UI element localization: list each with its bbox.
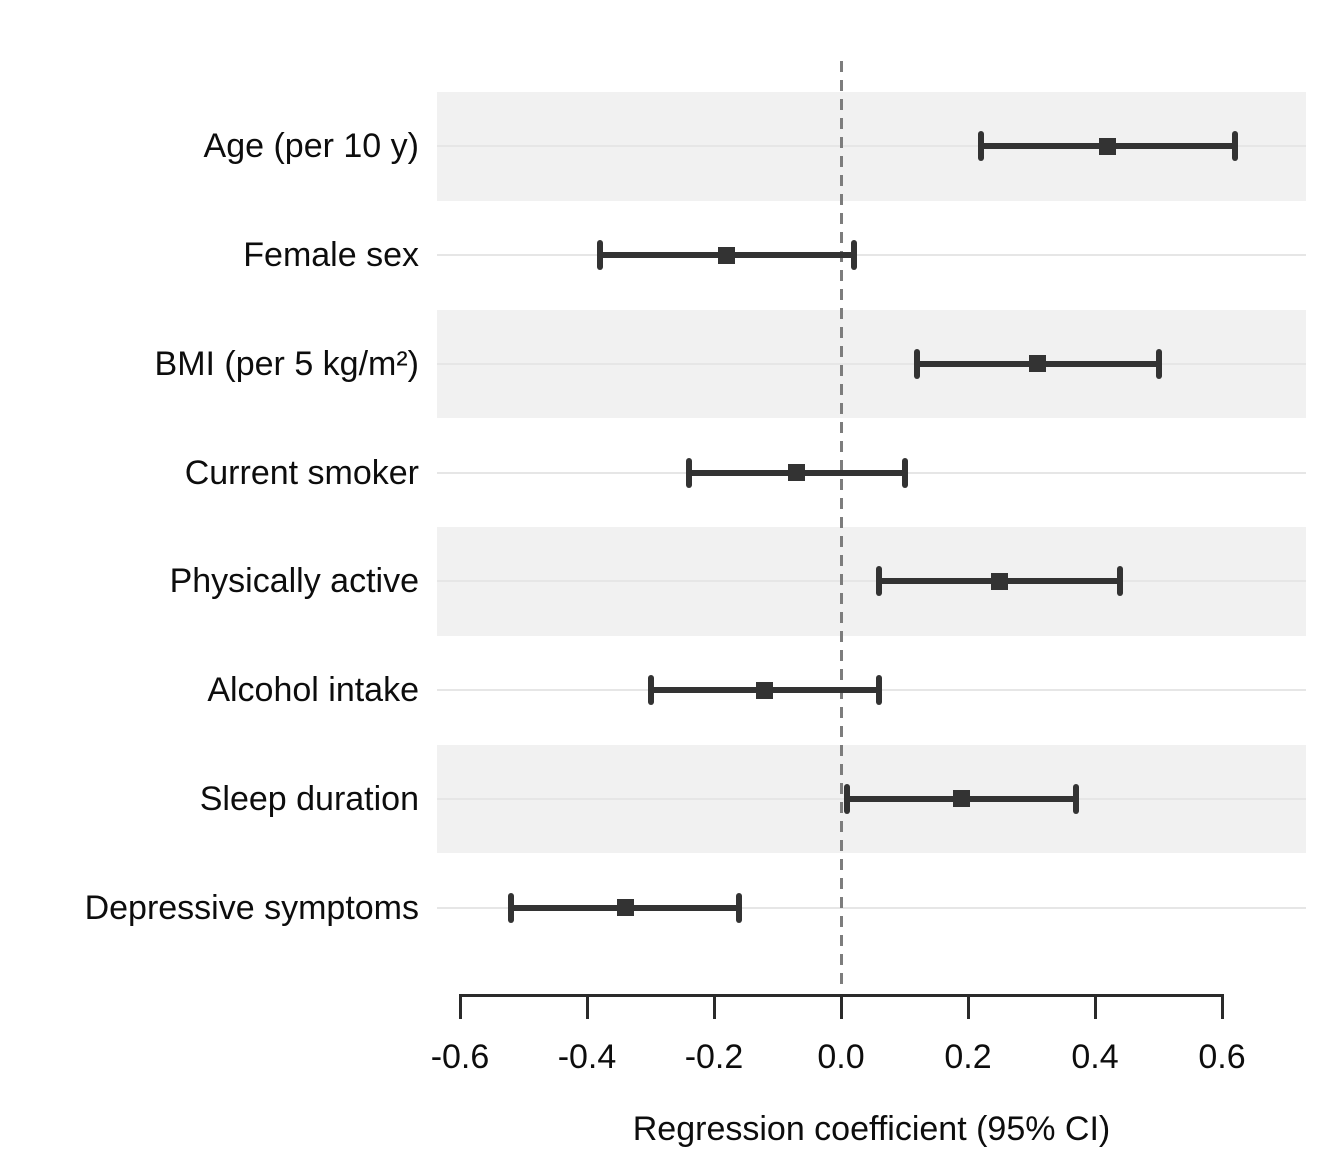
x-tick-label: 0.6 (1198, 1038, 1246, 1076)
point-estimate-marker (1029, 355, 1047, 373)
ci-cap-upper (1072, 783, 1079, 814)
ci-cap-upper (876, 675, 883, 706)
ci-cap-upper (1231, 131, 1238, 162)
row-gridline (437, 254, 1306, 257)
x-tick-label: 0.2 (944, 1038, 992, 1076)
category-label: Current smoker (184, 453, 419, 492)
category-label: Age (per 10 y) (203, 127, 419, 166)
category-label: BMI (per 5 kg/m²) (154, 344, 419, 383)
x-tick-label: -0.6 (430, 1038, 490, 1076)
ci-cap-lower (876, 566, 883, 597)
point-estimate-marker (991, 572, 1009, 590)
category-label: Alcohol intake (207, 671, 419, 710)
row-gridline (437, 362, 1306, 365)
ci-cap-lower (977, 131, 984, 162)
ci-cap-lower (844, 783, 851, 814)
x-tick-mark (458, 994, 462, 1019)
category-label: Depressive symptoms (84, 888, 419, 927)
point-estimate-marker (953, 790, 971, 808)
row-gridline (437, 906, 1306, 909)
ci-cap-lower (507, 892, 514, 923)
row-gridline (437, 145, 1306, 148)
ci-cap-lower (647, 675, 654, 706)
category-label: Female sex (243, 236, 419, 275)
ci-cap-upper (1155, 348, 1162, 379)
x-tick-mark (1093, 994, 1097, 1019)
ci-cap-lower (685, 457, 692, 488)
x-tick-label: 0.0 (817, 1038, 865, 1076)
category-label: Sleep duration (199, 779, 419, 818)
zero-reference-line (839, 61, 843, 990)
point-estimate-marker (1099, 137, 1117, 155)
x-axis-title: Regression coefficient (95% CI) (632, 1110, 1111, 1148)
ci-cap-upper (901, 457, 908, 488)
point-estimate-marker (788, 464, 806, 482)
ci-cap-upper (736, 892, 743, 923)
point-estimate-marker (616, 899, 634, 917)
x-tick-mark (1220, 994, 1224, 1019)
point-estimate-marker (718, 246, 736, 264)
point-estimate-marker (756, 681, 774, 699)
x-tick-mark (966, 994, 970, 1019)
x-tick-label: 0.4 (1071, 1038, 1119, 1076)
x-tick-label: -0.4 (557, 1038, 617, 1076)
ci-cap-upper (1117, 566, 1124, 597)
category-label: Physically active (169, 562, 419, 601)
ci-cap-lower (914, 348, 921, 379)
x-tick-mark (839, 994, 843, 1019)
ci-cap-lower (596, 240, 603, 271)
x-tick-mark (712, 994, 716, 1019)
x-tick-mark (585, 994, 589, 1019)
row-gridline (437, 580, 1306, 583)
x-tick-label: -0.2 (684, 1038, 744, 1076)
ci-cap-upper (850, 240, 857, 271)
